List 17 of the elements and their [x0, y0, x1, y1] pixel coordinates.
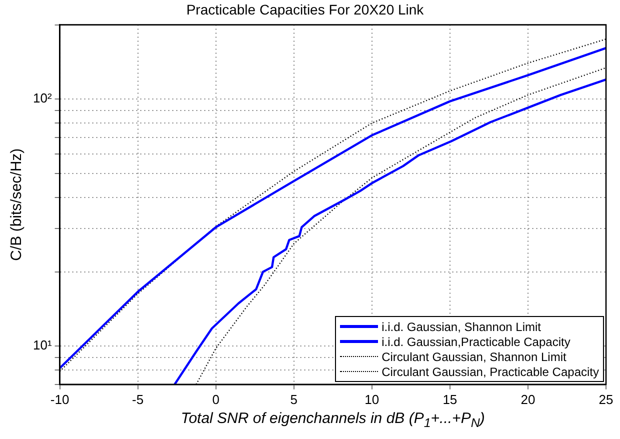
legend-label: i.i.d. Gaussian,Practicable Capacity [382, 334, 570, 349]
y-tick-label: 10² [32, 90, 52, 106]
x-axis-title: Total SNR of eigenchannels in dB (P$_{1}$+...+P$_{N}$) [180, 410, 486, 430]
x-tick-label: -10 [50, 392, 70, 407]
x-tick-label: -5 [132, 392, 144, 407]
x-tick-label: 15 [442, 392, 458, 407]
legend-label: i.i.d. Gaussian, Shannon Limit [382, 320, 541, 334]
legend-label: Circulant Gaussian, Practicable Capacity [382, 364, 599, 379]
x-tick-label: 10 [364, 392, 380, 407]
y-axis-title: C/B (bits/sec/Hz) [8, 148, 26, 261]
x-tick-label: 25 [598, 392, 614, 407]
x-tick-label: 20 [520, 392, 536, 407]
y-tick-label: 10¹ [32, 338, 52, 353]
legend-label: Circulant Gaussian, Shannon Limit [382, 350, 566, 364]
x-tick-label: 5 [290, 392, 298, 407]
chart-title: Practicable Capacities For 20X20 Link [186, 1, 425, 18]
x-tick-label: 0 [212, 392, 220, 407]
